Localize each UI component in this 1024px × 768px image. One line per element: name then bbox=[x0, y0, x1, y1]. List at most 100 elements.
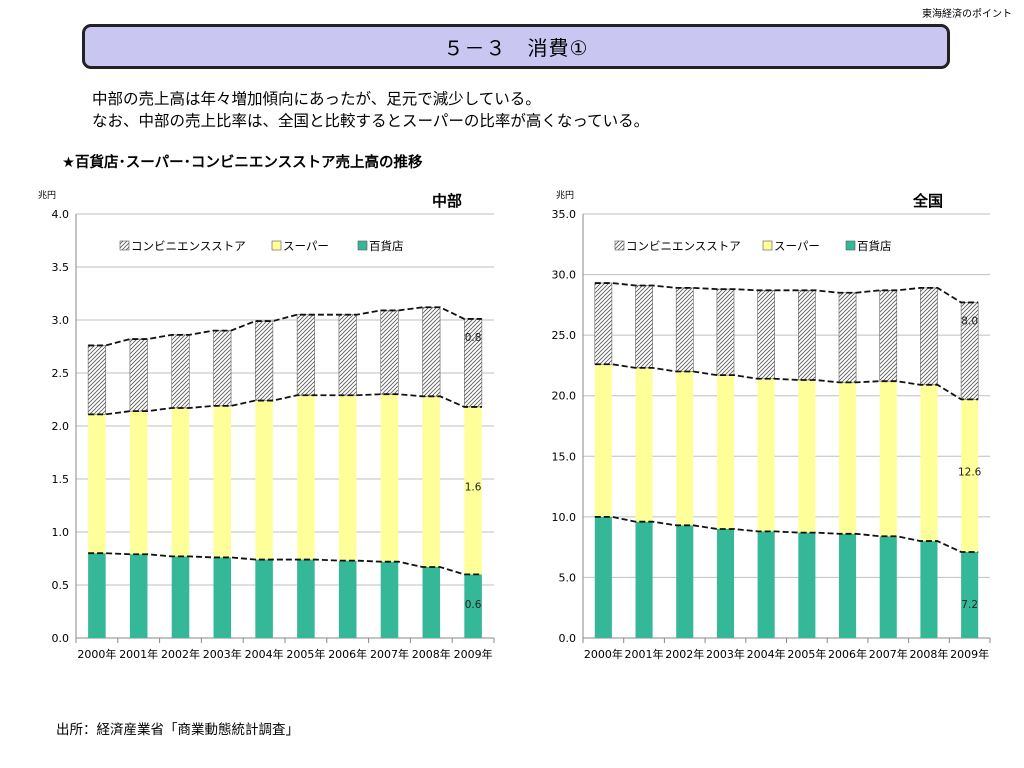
y-unit-label: 兆円 bbox=[38, 190, 56, 201]
bar-dept-store bbox=[88, 553, 106, 638]
data-label: 0.8 bbox=[465, 332, 482, 344]
legend-swatch bbox=[119, 240, 130, 251]
bar-dept-store bbox=[129, 554, 148, 638]
bar-supermarket bbox=[676, 371, 694, 526]
x-tick-label: 2000年 bbox=[77, 647, 116, 661]
y-tick-label: 2.0 bbox=[52, 420, 70, 433]
bar-supermarket bbox=[757, 378, 775, 532]
bar-dept-store bbox=[716, 528, 734, 638]
bar-supermarket bbox=[338, 395, 357, 561]
slide-title: ５－３ 消費① bbox=[82, 24, 950, 69]
bar-supermarket bbox=[635, 367, 653, 522]
y-tick-label: 30.0 bbox=[552, 269, 577, 282]
data-label: 0.6 bbox=[465, 599, 482, 611]
bar-convenience bbox=[129, 338, 148, 412]
x-tick-label: 2005年 bbox=[286, 647, 325, 661]
bar-supermarket bbox=[88, 414, 106, 554]
y-tick-label: 5.0 bbox=[559, 571, 577, 584]
bar-dept-store bbox=[635, 521, 653, 638]
bar-dept-store bbox=[338, 560, 357, 638]
bar-dept-store bbox=[464, 574, 482, 638]
bar-dept-store bbox=[839, 533, 857, 638]
y-tick-label: 0.0 bbox=[52, 632, 70, 645]
y-tick-label: 2.5 bbox=[52, 367, 70, 380]
bar-convenience bbox=[338, 314, 357, 396]
bar-dept-store bbox=[961, 551, 979, 638]
bar-supermarket bbox=[213, 405, 232, 558]
x-tick-label: 2003年 bbox=[203, 647, 242, 661]
bar-convenience bbox=[879, 290, 898, 382]
corner-label: 東海経済のポイント bbox=[922, 9, 1012, 20]
chart-heading: ★百貨店･スーパー･コンビニエンスストア売上高の推移 bbox=[62, 155, 423, 171]
bar-convenience bbox=[213, 330, 232, 407]
legend-swatch bbox=[762, 240, 773, 251]
x-tick-label: 2001年 bbox=[119, 647, 158, 661]
bar-supermarket bbox=[380, 394, 399, 562]
summary-text: 中部の売上高は年々増加傾向にあったが、足元で減少している。 なお、中部の売上比率… bbox=[92, 88, 649, 132]
bar-dept-store bbox=[422, 566, 441, 638]
x-tick-label: 2006年 bbox=[328, 647, 367, 661]
bar-convenience bbox=[838, 292, 857, 383]
x-tick-label: 2002年 bbox=[161, 647, 200, 661]
bar-supermarket bbox=[920, 384, 938, 542]
chart-title: 全国 bbox=[912, 192, 943, 210]
series-trend-line bbox=[88, 393, 482, 416]
legend-swatch bbox=[357, 240, 368, 251]
data-label: 12.6 bbox=[958, 467, 982, 479]
bar-dept-store bbox=[297, 559, 315, 638]
series-trend-line bbox=[594, 515, 979, 553]
x-tick-label: 2008年 bbox=[412, 647, 451, 661]
legend-label: 百貨店 bbox=[857, 239, 892, 253]
bar-convenience bbox=[255, 320, 274, 401]
bar-dept-store bbox=[757, 531, 775, 638]
y-tick-label: 15.0 bbox=[552, 450, 577, 463]
y-tick-label: 1.5 bbox=[52, 473, 70, 486]
y-tick-label: 35.0 bbox=[552, 208, 577, 221]
bar-dept-store bbox=[171, 556, 190, 638]
bar-convenience bbox=[757, 290, 775, 380]
bar-convenience bbox=[594, 282, 613, 365]
slide-title-text: ５－３ 消費① bbox=[443, 36, 589, 60]
legend-label: スーパー bbox=[774, 239, 820, 253]
bar-convenience bbox=[675, 287, 694, 372]
bar-convenience bbox=[920, 287, 938, 386]
series-trend-line bbox=[88, 306, 482, 347]
y-tick-label: 20.0 bbox=[552, 390, 577, 403]
y-tick-label: 1.0 bbox=[52, 526, 70, 539]
bar-convenience bbox=[171, 334, 190, 409]
x-tick-label: 2007年 bbox=[869, 647, 908, 661]
summary-line-1: 中部の売上高は年々増加傾向にあったが、足元で減少している。 bbox=[92, 90, 541, 108]
bar-convenience bbox=[716, 288, 735, 376]
data-label: 7.2 bbox=[961, 599, 978, 611]
bar-convenience bbox=[296, 314, 315, 396]
bar-supermarket bbox=[839, 382, 857, 534]
bar-dept-store bbox=[255, 559, 273, 638]
bar-convenience bbox=[87, 345, 106, 415]
y-tick-label: 4.0 bbox=[52, 208, 70, 221]
x-tick-label: 2002年 bbox=[665, 647, 704, 661]
x-tick-label: 2005年 bbox=[787, 647, 826, 661]
bar-dept-store bbox=[594, 516, 612, 638]
legend-label: 百貨店 bbox=[369, 239, 404, 253]
bar-supermarket bbox=[464, 406, 482, 575]
x-tick-label: 2004年 bbox=[747, 647, 786, 661]
x-tick-label: 2008年 bbox=[909, 647, 948, 661]
legend-label: コンビニエンスストア bbox=[131, 239, 246, 253]
data-label: 1.6 bbox=[465, 482, 482, 494]
legend-swatch bbox=[845, 240, 856, 251]
chart-title: 中部 bbox=[432, 192, 462, 210]
x-tick-label: 2009年 bbox=[454, 647, 493, 661]
bar-dept-store bbox=[676, 525, 694, 638]
bar-dept-store bbox=[920, 541, 938, 638]
bar-convenience bbox=[422, 306, 441, 397]
bar-supermarket bbox=[297, 395, 315, 560]
bar-supermarket bbox=[716, 375, 734, 529]
x-tick-label: 2006年 bbox=[828, 647, 867, 661]
legend-label: コンビニエンスストア bbox=[626, 239, 741, 253]
y-tick-label: 3.0 bbox=[52, 314, 70, 327]
chart-chubu: 0.0 0.5 1.0 1.5 2.0 2.5 3.0 3.5 4.0 兆円 中部 2000年 2001… bbox=[38, 190, 495, 661]
bar-supermarket bbox=[594, 364, 612, 517]
y-tick-label: 0.0 bbox=[559, 632, 577, 645]
bar-supermarket bbox=[422, 396, 441, 567]
